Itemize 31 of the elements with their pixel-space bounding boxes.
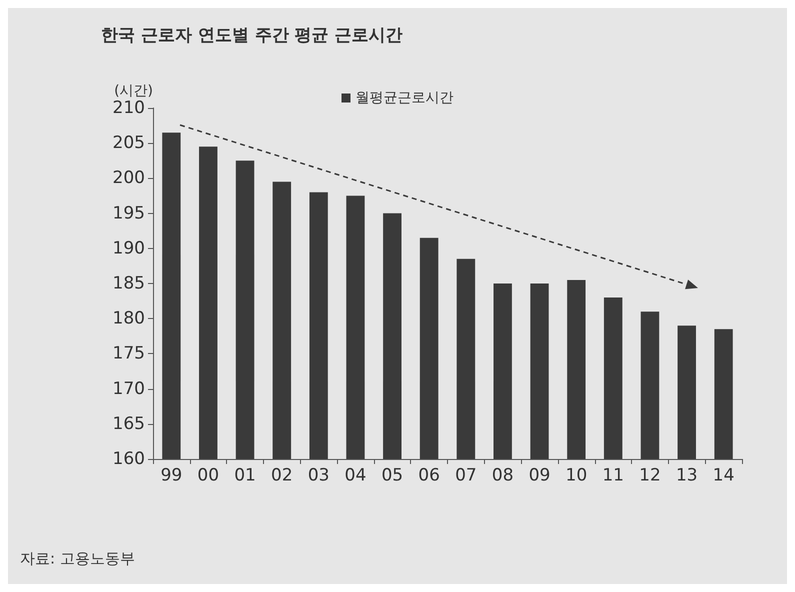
x-tick-label: 08 [492,466,514,486]
x-tick-label: 05 [381,466,404,486]
x-tick-label: 07 [455,466,477,486]
y-axis-title: (시간) [114,83,153,99]
y-tick-label: 210 [112,98,145,118]
x-tick-label: 00 [197,466,220,486]
x-tick-label: 10 [566,466,588,486]
x-tick-label: 14 [712,466,734,486]
y-tick-label: 205 [112,133,145,154]
x-tick-label: 09 [528,466,550,486]
x-tick-label: 99 [160,466,182,486]
x-tick-label: 13 [676,466,698,486]
y-tick-label: 185 [112,274,145,294]
x-tick-label: 04 [344,466,366,486]
x-tick-label: 06 [418,466,440,486]
x-tick-label: 02 [271,466,293,486]
chart-title: 한국 근로자 연도별 주간 평균 근로시간 [101,26,403,46]
y-tick-label: 160 [112,449,145,469]
x-tick-label: 03 [308,466,330,486]
y-tick-label: 175 [112,344,145,364]
legend-label: 월평균근로시간 [356,90,454,106]
y-tick-label: 195 [112,203,145,224]
y-tick-label: 165 [112,414,145,434]
text: 자료: 고용노동부 [20,550,135,568]
y-tick-label: 200 [112,168,145,188]
y-tick-label: 170 [112,378,145,399]
y-tick-label: 190 [112,238,145,258]
y-tick-label: 180 [112,308,145,329]
x-tick-label: 12 [639,466,661,486]
x-tick-label: 11 [602,466,624,486]
x-tick-label: 01 [234,466,256,486]
